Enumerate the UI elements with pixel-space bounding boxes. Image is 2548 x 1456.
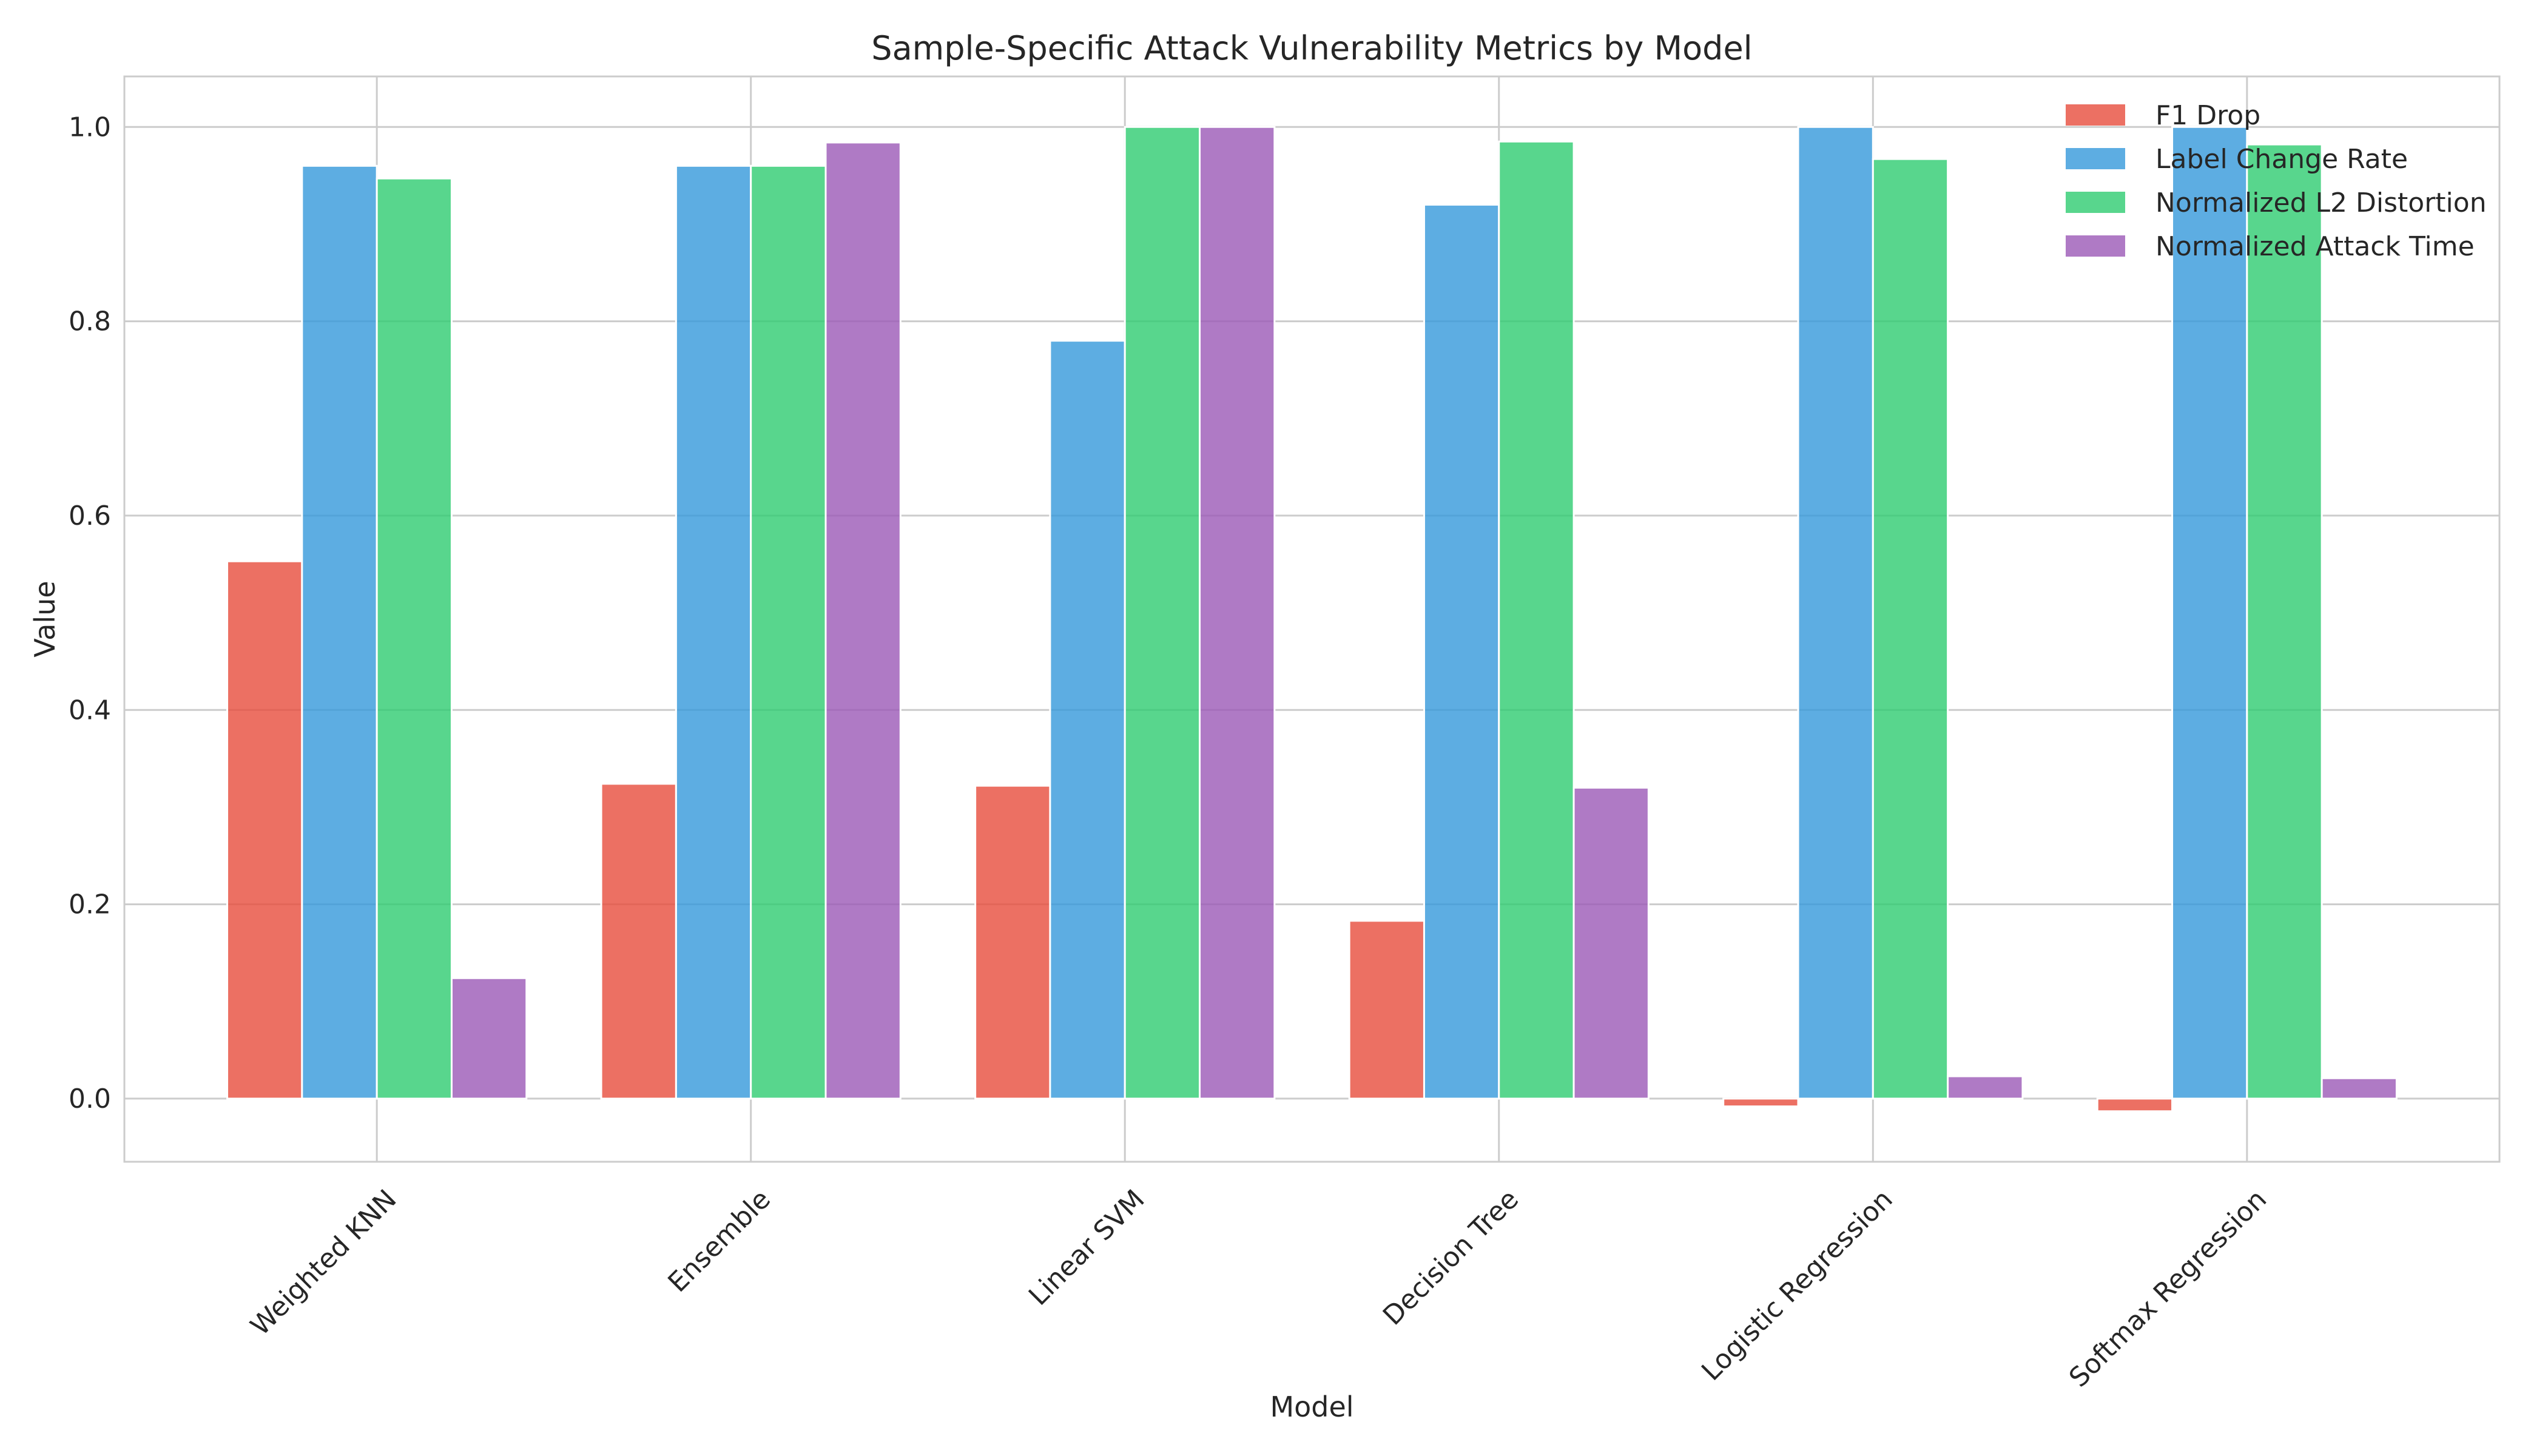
legend-label: Normalized L2 Distortion: [2155, 187, 2487, 218]
bar: [1722, 1097, 1799, 1108]
bar: [450, 977, 528, 1100]
bar: [226, 560, 303, 1100]
bar: [376, 177, 453, 1100]
bar: [1797, 126, 1874, 1100]
legend-label: Label Change Rate: [2155, 144, 2408, 175]
legend-swatch: [2066, 148, 2125, 169]
bar: [2320, 1077, 2398, 1100]
bars: [226, 126, 2398, 1113]
y-tick-label: 0.8: [69, 306, 111, 337]
bar: [301, 164, 378, 1100]
y-tick-label: 0.4: [69, 695, 111, 726]
y-axis-label: Value: [29, 581, 61, 657]
legend-swatch: [2066, 104, 2125, 126]
bar: [2246, 143, 2323, 1100]
bar: [1872, 158, 1949, 1100]
bar: [2096, 1097, 2174, 1113]
legend-label: F1 Drop: [2155, 100, 2260, 131]
legend-label: Normalized Attack Time: [2155, 231, 2475, 262]
y-tick-label: 0.0: [69, 1084, 111, 1114]
bar: [1348, 920, 1425, 1100]
legend-swatch: [2066, 192, 2125, 213]
bar: [2171, 126, 2248, 1100]
chart-title: Sample-Specific Attack Vulnerability Met…: [871, 29, 1752, 67]
bar: [824, 141, 902, 1100]
bar: [1199, 126, 1276, 1100]
bar: [600, 783, 677, 1100]
bar: [974, 784, 1051, 1100]
bar: [1423, 203, 1500, 1100]
legend-swatch: [2066, 235, 2125, 257]
y-tick-label: 1.0: [69, 112, 111, 143]
bar: [1049, 340, 1126, 1100]
bar: [1572, 786, 1650, 1100]
x-axis-label: Model: [1270, 1390, 1353, 1423]
bar: [1124, 126, 1201, 1100]
bar: [675, 164, 752, 1100]
y-tick-label: 0.6: [69, 500, 111, 531]
bar: [1498, 140, 1575, 1100]
y-tick-label: 0.2: [69, 889, 111, 920]
bar: [1947, 1075, 2024, 1100]
legend: F1 Drop Label Change Rate Normalized L2 Di…: [2066, 100, 2487, 262]
y-axis-ticks: 0.0 0.2 0.4 0.6 0.8 1.0: [69, 112, 111, 1114]
bar: [750, 164, 827, 1100]
plot-frame: [123, 75, 2501, 1163]
